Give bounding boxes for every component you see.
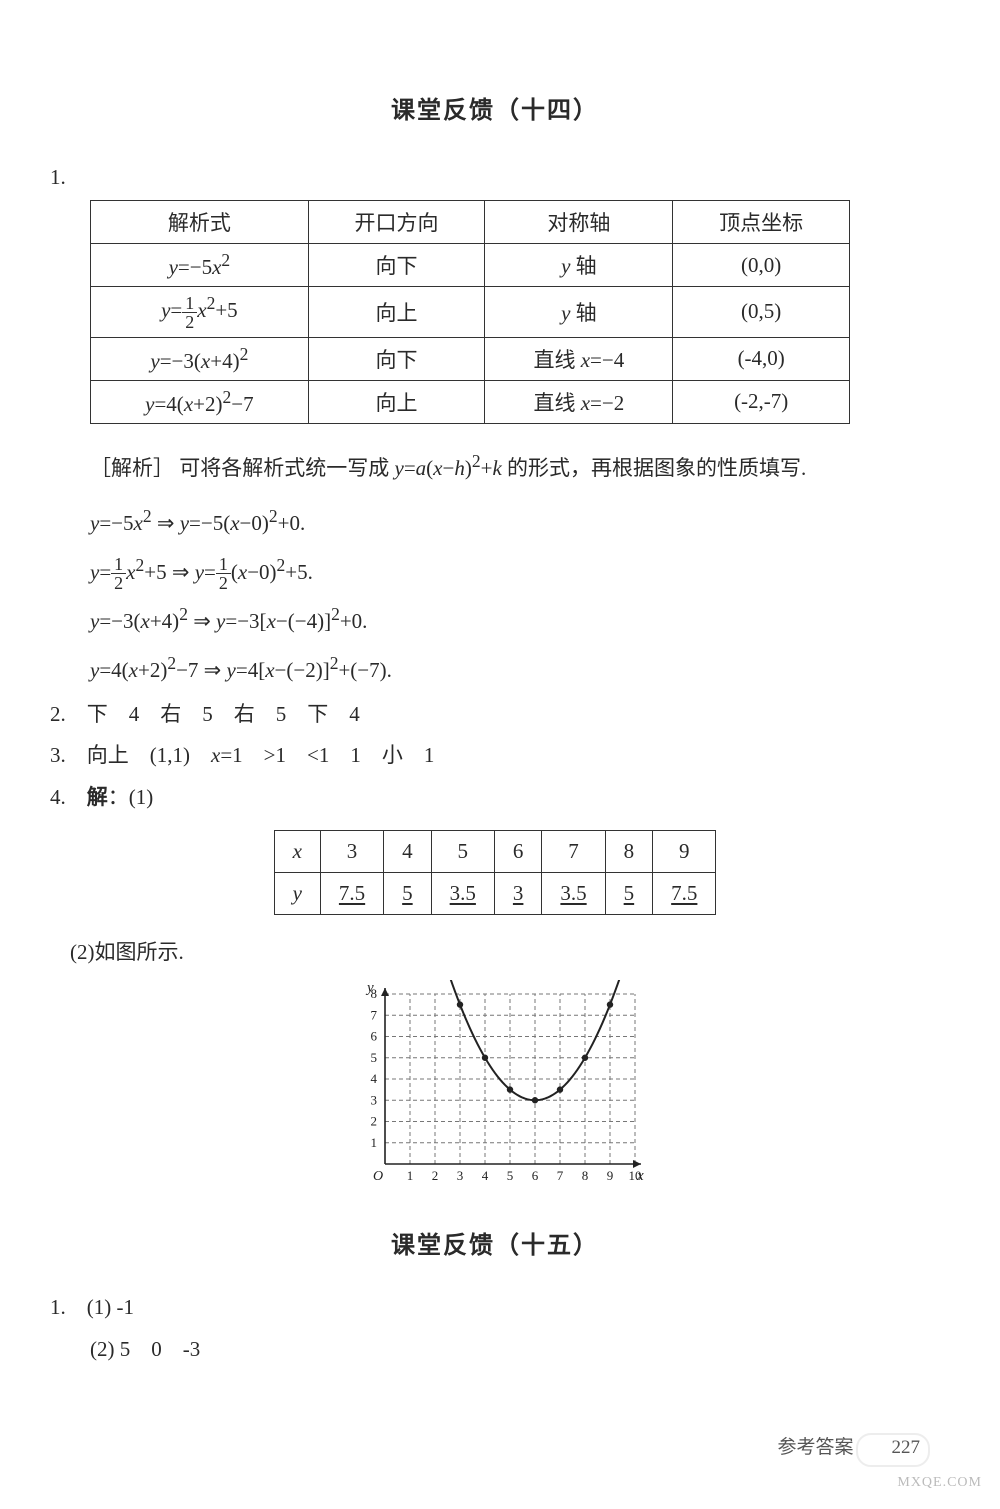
t1-r0c0: y=−5x2 — [91, 244, 309, 287]
t1-r0c3: (0,0) — [673, 244, 850, 287]
page-title: 课堂反馈（十四） — [50, 90, 940, 125]
eq-4: y=4(x+2)2−7 ⇒ y=4[x−(−2)]2+(−7). — [90, 646, 940, 691]
t2-d7: 7.5 — [653, 872, 716, 914]
svg-text:5: 5 — [371, 1050, 378, 1065]
svg-text:1: 1 — [371, 1135, 378, 1150]
svg-text:O: O — [373, 1169, 383, 1184]
svg-text:9: 9 — [607, 1168, 614, 1183]
t1-r0c1: 向下 — [308, 244, 485, 287]
question-1-label: 1. — [50, 165, 940, 190]
svg-text:x: x — [636, 1168, 644, 1184]
t2-d5: 3.5 — [542, 872, 605, 914]
eq-3: y=−3(x+4)2 ⇒ y=−3[x−(−4)]2+0. — [90, 597, 940, 642]
svg-text:3: 3 — [457, 1168, 464, 1183]
page-footer: 参考答案 227 — [777, 1432, 920, 1459]
svg-text:6: 6 — [371, 1029, 378, 1044]
t1-r2c2: 直线 x=−4 — [485, 337, 673, 380]
t2-h6: 8 — [605, 830, 653, 872]
t2-h5: 7 — [542, 830, 605, 872]
t1-r1c0: y=12x2+5 — [91, 287, 309, 338]
t2-h2: 4 — [384, 830, 432, 872]
section-15-title: 课堂反馈（十五） — [50, 1225, 940, 1260]
t2-h0: x — [274, 830, 320, 872]
t2-h3: 5 — [431, 830, 494, 872]
t1-r1c3: (0,5) — [673, 287, 850, 338]
t1-h3: 顶点坐标 — [673, 201, 850, 244]
analysis-text: ［解析］ 可将各解析式统一写成 y=a(x−h)2+k 的形式，再根据图象的性质… — [90, 444, 940, 489]
svg-text:2: 2 — [371, 1114, 378, 1129]
svg-text:5: 5 — [507, 1168, 514, 1183]
t2-d6: 5 — [605, 872, 653, 914]
question-3: 3. 向上 (1,1) x=1 >1 <1 1 小 1 — [50, 738, 940, 774]
svg-text:4: 4 — [482, 1168, 489, 1183]
t2-h1: 3 — [320, 830, 383, 872]
t1-r3c3: (-2,-7) — [673, 380, 850, 423]
t1-r0c2: y 轴 — [485, 244, 673, 287]
t1-h0: 解析式 — [91, 201, 309, 244]
t2-d1: 7.5 — [320, 872, 383, 914]
t1-r1c2: y 轴 — [485, 287, 673, 338]
question-4-label: 4. 解：(1) — [50, 780, 940, 816]
t1-r2c1: 向下 — [308, 337, 485, 380]
svg-text:6: 6 — [532, 1168, 539, 1183]
t1-h1: 开口方向 — [308, 201, 485, 244]
svg-text:7: 7 — [557, 1168, 564, 1183]
t1-r1c1: 向上 — [308, 287, 485, 338]
parabola-graph: 1234567891012345678Oxy — [50, 980, 940, 1195]
svg-text:7: 7 — [371, 1008, 378, 1023]
table-2: x 3 4 5 6 7 8 9 y 7.5 5 3.5 3 3.5 5 7.5 — [274, 830, 717, 915]
svg-text:y: y — [365, 980, 374, 996]
question-4-2: (2)如图所示. — [70, 935, 940, 971]
t1-r3c2: 直线 x=−2 — [485, 380, 673, 423]
eq-1: y=−5x2 ⇒ y=−5(x−0)2+0. — [90, 499, 940, 544]
svg-text:3: 3 — [371, 1093, 378, 1108]
question-2: 2. 下 4 右 5 右 5 下 4 — [50, 697, 940, 733]
t2-h4: 6 — [494, 830, 542, 872]
t2-d4: 3 — [494, 872, 542, 914]
watermark-text: MXQE.COM — [897, 1475, 982, 1491]
svg-text:4: 4 — [371, 1071, 378, 1086]
svg-text:8: 8 — [582, 1168, 589, 1183]
eq-2: y=12x2+5 ⇒ y=12(x−0)2+5. — [90, 548, 940, 593]
t1-r2c3: (-4,0) — [673, 337, 850, 380]
s2-q1: 1. (1) -1 — [50, 1290, 940, 1326]
t2-d3: 3.5 — [431, 872, 494, 914]
t1-r3c1: 向上 — [308, 380, 485, 423]
t1-r3c0: y=4(x+2)2−7 — [91, 380, 309, 423]
t2-d2: 5 — [384, 872, 432, 914]
s2-q1b: (2) 5 0 -3 — [90, 1332, 940, 1368]
table-1: 解析式 开口方向 对称轴 顶点坐标 y=−5x2 向下 y 轴 (0,0) y=… — [90, 200, 850, 424]
t1-h2: 对称轴 — [485, 201, 673, 244]
t2-d0: y — [274, 872, 320, 914]
t2-h7: 9 — [653, 830, 716, 872]
t1-r2c0: y=−3(x+4)2 — [91, 337, 309, 380]
svg-text:2: 2 — [432, 1168, 439, 1183]
svg-text:1: 1 — [407, 1168, 414, 1183]
